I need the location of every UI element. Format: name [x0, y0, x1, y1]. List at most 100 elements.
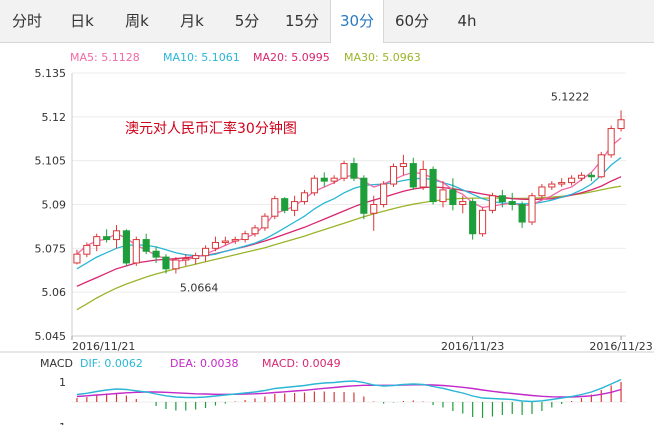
- candle: [291, 195, 299, 217]
- price-grid: [71, 72, 626, 337]
- candle-body: [488, 195, 497, 211]
- tab-0[interactable]: 分时: [11, 12, 42, 30]
- candle-body: [548, 183, 556, 188]
- candle: [330, 175, 338, 185]
- candle: [300, 189, 309, 205]
- candle: [320, 172, 328, 187]
- candle: [231, 236, 239, 244]
- candles: [73, 110, 625, 274]
- candle-body: [360, 177, 368, 214]
- tab-2[interactable]: 周k: [125, 12, 149, 30]
- candle-body: [162, 256, 170, 270]
- candle-body: [320, 177, 328, 182]
- candle: [577, 172, 586, 182]
- macd-label: MACD: [40, 357, 73, 370]
- candle-body: [370, 204, 378, 214]
- exchange-rate-chart: MA5: 5.1128 MA10: 5.1061 MA20: 5.0995 MA…: [0, 51, 654, 425]
- candle-body: [399, 163, 407, 168]
- x-tick-label: 2016/11/23: [589, 340, 652, 353]
- candle-body: [498, 195, 506, 203]
- candle: [469, 198, 477, 240]
- tab-3[interactable]: 月k: [180, 12, 204, 30]
- tab-5[interactable]: 15分: [284, 12, 320, 30]
- y-tick-label: 5.135: [35, 67, 67, 80]
- candle-body: [409, 163, 417, 188]
- candle: [419, 160, 427, 190]
- candle: [142, 233, 150, 255]
- legend-ma10: MA10: 5.1061: [163, 51, 240, 64]
- candle: [518, 201, 526, 228]
- candle: [271, 195, 279, 220]
- candle-body: [419, 168, 427, 188]
- tab-1[interactable]: 日k: [70, 12, 94, 30]
- price-annotation: 5.0664: [180, 281, 219, 294]
- candle-body: [251, 227, 259, 235]
- x-tick-label: 2016/11/23: [441, 340, 504, 353]
- x-tick-label: 2016/11/21: [72, 340, 135, 353]
- candle-body: [469, 201, 477, 235]
- candle-body: [518, 204, 526, 223]
- price-annotations: 5.0664 5.1222: [180, 90, 590, 294]
- candle-body: [350, 163, 358, 179]
- y-tick-label: 5.045: [35, 330, 67, 343]
- candle-body: [122, 230, 130, 264]
- candle: [93, 233, 101, 252]
- candle-body: [73, 253, 81, 264]
- price-annotation: 5.1222: [551, 90, 590, 103]
- candle-body: [577, 174, 586, 179]
- candle-body: [211, 241, 220, 249]
- macd-tick-bottom: -1: [55, 421, 66, 425]
- candle: [310, 175, 318, 196]
- chart-title: 澳元对人民币汇率30分钟图: [125, 120, 297, 137]
- candle: [429, 166, 437, 205]
- candle: [587, 172, 595, 182]
- legend-ma5: MA5: 5.1128: [70, 51, 140, 64]
- candle-body: [558, 182, 566, 185]
- candle: [528, 192, 536, 225]
- candle: [201, 245, 210, 262]
- candle: [498, 189, 506, 208]
- candle-body: [330, 177, 338, 182]
- candle: [508, 192, 516, 211]
- candle-body: [508, 201, 516, 205]
- candle: [360, 175, 368, 220]
- candle-body: [340, 163, 348, 179]
- candle: [172, 257, 180, 274]
- candle: [103, 229, 111, 243]
- tab-7[interactable]: 60分: [394, 12, 430, 30]
- candle-body: [607, 128, 615, 156]
- candle-body: [439, 189, 447, 203]
- macd-panel: [72, 378, 626, 418]
- period-tabbar: 分时 日k 周k 月k 5分 15分 30分 60分 4h: [0, 0, 654, 43]
- candle: [548, 181, 556, 190]
- candle-body: [182, 258, 190, 261]
- price-axis: 5.135 5.12 5.105 5.09 5.075 5.06 5.045: [35, 67, 67, 343]
- candle: [380, 181, 388, 208]
- candle-body: [221, 240, 229, 243]
- tab-8[interactable]: 4h: [457, 12, 477, 30]
- legend-dea: DEA: 0.0038: [170, 357, 238, 370]
- candle: [439, 181, 447, 208]
- y-tick-label: 5.09: [42, 199, 67, 212]
- tab-4[interactable]: 5分: [234, 12, 260, 30]
- candle: [83, 242, 91, 258]
- candle: [558, 178, 566, 187]
- candle-body: [528, 195, 536, 223]
- ma-legend: MA5: 5.1128 MA10: 5.1061 MA20: 5.0995 MA…: [70, 51, 421, 64]
- candle-body: [271, 198, 279, 217]
- candle-body: [429, 168, 437, 203]
- candle-body: [538, 186, 546, 197]
- candle-body: [449, 189, 457, 205]
- candle-body: [192, 255, 200, 260]
- candle-body: [231, 239, 239, 242]
- candle-body: [459, 201, 467, 205]
- candle: [607, 125, 615, 158]
- candle-body: [568, 177, 576, 184]
- candle-body: [478, 209, 487, 235]
- candle: [597, 151, 605, 179]
- candle-body: [112, 230, 121, 241]
- tab-6[interactable]: 30分: [330, 0, 384, 43]
- candle: [478, 207, 487, 237]
- candle: [182, 254, 190, 266]
- candle: [132, 236, 140, 266]
